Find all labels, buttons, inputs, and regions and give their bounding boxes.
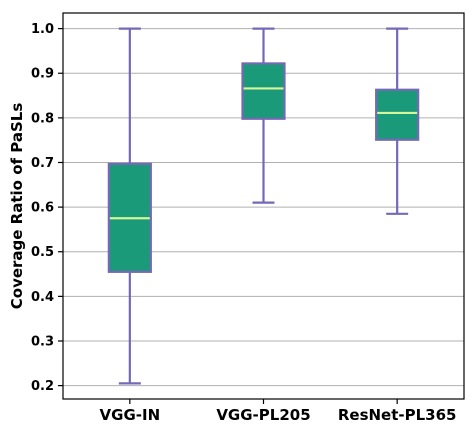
y-tick-label: 0.2: [31, 379, 54, 394]
y-tick-label: 0.9: [31, 67, 54, 82]
y-tick-label: 1.0: [31, 22, 54, 37]
x-tick-label: VGG-IN: [100, 406, 161, 424]
x-tick-label: VGG-PL205: [216, 406, 310, 424]
box-body: [241, 62, 286, 120]
x-axis: VGG-IN VGG-PL205 ResNet-PL365: [100, 399, 457, 424]
y-tick-label: 0.6: [31, 201, 54, 216]
box-resnet-pl365: [375, 27, 420, 215]
boxes: [107, 27, 420, 385]
box-vgg-in: [107, 27, 152, 385]
y-tick-label: 0.8: [31, 111, 54, 126]
y-axis-title: Coverage Ratio of PaSLs: [8, 103, 26, 310]
y-tick-label: 0.3: [31, 334, 54, 349]
y-axis: 0.2 0.3 0.4 0.5 0.6 0.7 0.8 0.9 1.0: [31, 22, 63, 394]
y-tick-label: 0.5: [31, 245, 54, 260]
x-tick-label: ResNet-PL365: [338, 406, 457, 424]
box-body: [375, 88, 420, 141]
box-vgg-pl205: [241, 27, 286, 204]
y-tick-label: 0.7: [31, 156, 54, 171]
y-tick-label: 0.4: [31, 290, 54, 305]
